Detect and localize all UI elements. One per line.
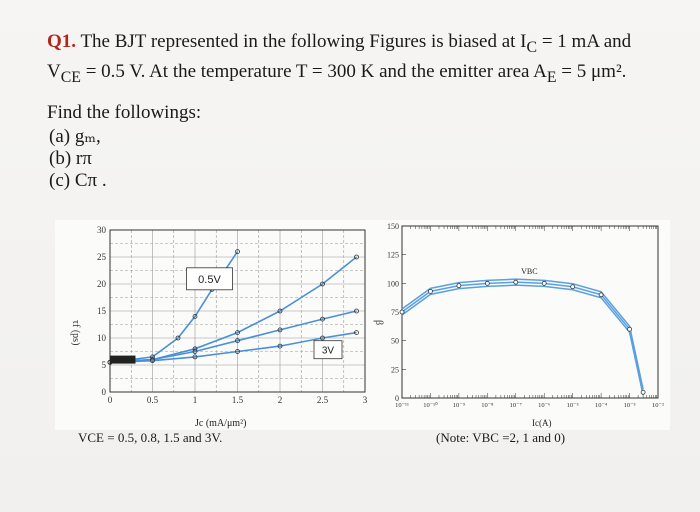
left-data-point bbox=[354, 330, 359, 335]
left-annotation-top: 0.5V bbox=[198, 274, 221, 286]
find-heading: Find the followings: bbox=[47, 102, 202, 123]
left-ytick-label: 10 bbox=[97, 333, 107, 343]
left-low-cluster bbox=[110, 355, 136, 364]
left-annotation-bottom: 3V bbox=[322, 346, 335, 357]
question-line1: The BJT represented in the following Fig… bbox=[80, 31, 527, 52]
right-data-point bbox=[627, 326, 632, 332]
left-data-point bbox=[150, 358, 155, 364]
right-caption: (Note: VBC =2, 1 and 0) bbox=[436, 430, 566, 445]
right-figure: β Ic(A) 0 25 50 75 100 125 150 10⁻¹¹ 10⁻¹⁰ 10⁻⁹ 10… bbox=[370, 220, 670, 430]
left-ytick-label: 20 bbox=[97, 279, 107, 289]
left-figure: τf (ps) Jc (mA/μm²) 0 5 10 15 20 25 30 0 0.5 1 1.5… bbox=[55, 220, 385, 430]
right-annotation-vbc: VBC bbox=[521, 267, 537, 276]
left-annotation-box-top bbox=[186, 267, 233, 291]
right-data-point bbox=[484, 280, 490, 286]
left-data-point bbox=[235, 330, 240, 335]
left-data-point bbox=[320, 281, 325, 287]
right-plot-frame bbox=[401, 225, 659, 399]
left-xtick-label: 3 bbox=[363, 395, 368, 405]
right-series-line bbox=[401, 284, 644, 396]
left-data-point bbox=[192, 349, 198, 354]
right-data-point bbox=[428, 288, 433, 294]
right-ytick-label: 150 bbox=[387, 222, 399, 231]
left-data-point bbox=[235, 338, 240, 344]
right-ytick-label: 125 bbox=[387, 251, 399, 260]
left-xtick-label: 2 bbox=[278, 395, 283, 405]
left-ytick-label: 30 bbox=[97, 225, 107, 235]
left-data-point bbox=[354, 254, 359, 260]
right-series-line bbox=[401, 281, 644, 393]
right-ytick-label: 50 bbox=[391, 337, 399, 346]
right-data-point bbox=[456, 283, 462, 289]
left-plot-frame bbox=[109, 229, 366, 393]
left-chart: τf (ps) Jc (mA/μm²) 0 5 10 15 20 25 30 0 0.5 1 1.5… bbox=[70, 225, 368, 429]
find-item-gm: (a) gₘ, bbox=[49, 126, 101, 147]
left-data-point bbox=[320, 335, 325, 341]
left-data-point bbox=[235, 349, 240, 354]
left-data-point bbox=[175, 335, 181, 341]
right-data-point bbox=[640, 389, 646, 395]
left-series-line bbox=[109, 310, 357, 364]
left-xtick-label: 1 bbox=[193, 395, 198, 405]
left-data-point bbox=[354, 308, 359, 314]
question-text: Q1. The BJT represented in the following… bbox=[47, 31, 632, 86]
right-xtick-label: 10⁻³ bbox=[624, 402, 636, 409]
left-data-point bbox=[277, 343, 283, 349]
right-xtick-label: 10⁻¹¹ bbox=[395, 402, 409, 409]
left-series-line bbox=[109, 331, 357, 364]
right-ytick-label: 75 bbox=[391, 308, 399, 317]
find-list: Find the followings: (a) gₘ, (b) rπ (c) … bbox=[47, 102, 201, 192]
right-ytick-label: 25 bbox=[391, 365, 399, 374]
right-xtick-label: 10⁻⁴ bbox=[595, 402, 608, 409]
left-caption: VCE = 0.5, 0.8, 1.5 and 3V. bbox=[78, 430, 223, 445]
left-data-point bbox=[277, 308, 283, 314]
right-xtick-label: 10⁻⁹ bbox=[453, 402, 466, 409]
right-xtick-label: 10⁻¹⁰ bbox=[423, 401, 438, 409]
right-series-line bbox=[401, 278, 644, 390]
left-xlabel: Jc (mA/μm²) bbox=[195, 418, 246, 429]
right-ytick-label: 100 bbox=[387, 279, 399, 288]
question-line2: V bbox=[47, 60, 61, 82]
left-data-point bbox=[192, 314, 198, 319]
left-xtick-label: 0.5 bbox=[147, 395, 159, 405]
right-ytick-label: 0 bbox=[395, 394, 399, 403]
find-item-rpi: (b) rπ bbox=[49, 148, 92, 169]
right-ylabel: β bbox=[373, 320, 384, 325]
right-data-point bbox=[570, 284, 576, 290]
right-xtick-label: 10⁻⁸ bbox=[481, 402, 494, 409]
right-data-point bbox=[541, 280, 547, 286]
left-xtick-label: 2.5 bbox=[317, 395, 329, 405]
left-xtick-label: 0 bbox=[108, 395, 113, 405]
right-data-point bbox=[399, 309, 405, 315]
left-data-point bbox=[192, 354, 198, 360]
left-ytick-label: 15 bbox=[97, 306, 107, 316]
right-xtick-label: 10⁻⁷ bbox=[510, 402, 522, 409]
left-annotation-box-bottom bbox=[313, 340, 343, 360]
left-ytick-label: 5 bbox=[102, 360, 107, 370]
right-xtick-label: 10⁻⁵ bbox=[567, 402, 579, 409]
right-data-point bbox=[513, 279, 519, 285]
right-xtick-label: 10⁻² bbox=[652, 402, 664, 409]
right-chart: β Ic(A) 0 25 50 75 100 125 150 10⁻¹¹ 10⁻¹⁰ 10⁻⁹ 10… bbox=[373, 222, 664, 428]
left-ytick-label: 0 bbox=[102, 387, 107, 397]
right-xlabel: Ic(A) bbox=[532, 418, 552, 428]
left-data-point bbox=[235, 249, 240, 255]
right-xtick-label: 10⁻⁶ bbox=[538, 402, 550, 409]
left-ylabel: τf (ps) bbox=[70, 320, 81, 345]
question-number: Q1. bbox=[47, 31, 77, 52]
left-data-point bbox=[320, 316, 325, 322]
left-data-point bbox=[277, 327, 283, 333]
right-data-point bbox=[598, 292, 604, 298]
left-ytick-label: 25 bbox=[97, 252, 107, 262]
find-item-cpi: (c) Cπ . bbox=[49, 170, 107, 191]
left-xtick-label: 1.5 bbox=[232, 395, 244, 405]
